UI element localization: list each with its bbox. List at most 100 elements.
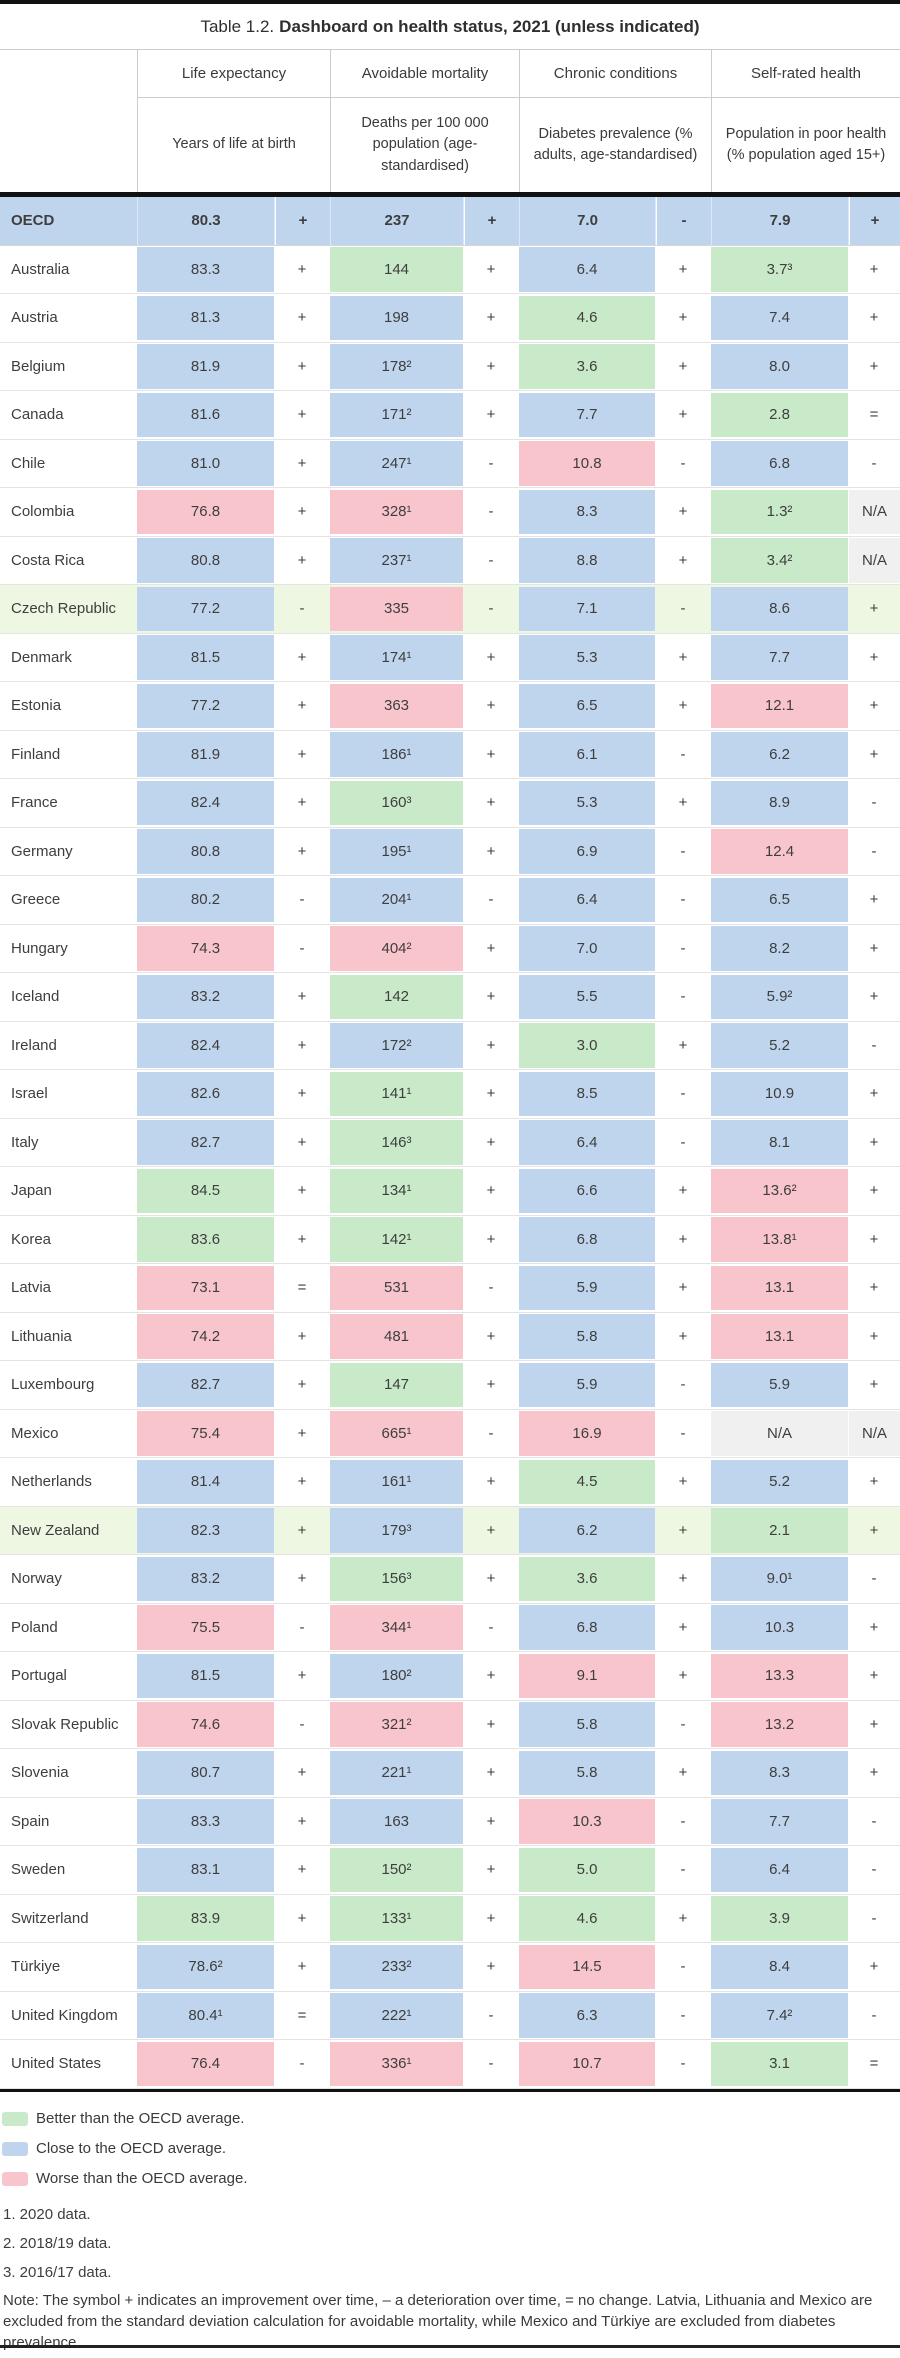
table-row: New Zealand 82.3 +179³ +6.2 +2.1 +: [0, 1506, 900, 1555]
table-row: OECD 80.3 +237 +7.0-7.9 +: [0, 197, 900, 246]
value-cell: 179³: [330, 1507, 463, 1555]
trend-cell: +: [297, 1182, 307, 1200]
trend-cell: =: [297, 2006, 307, 2024]
value-cell: 81.3: [137, 294, 274, 342]
trend-cell: +: [486, 1812, 496, 1830]
country-cell: Greece: [11, 891, 61, 909]
country-cell: Spain: [11, 1812, 50, 1830]
value-cell: 133¹: [330, 1895, 463, 1943]
value-cell: 6.2: [519, 1507, 655, 1555]
table-row: Greece 80.2 - 204¹ - 6.4 - 6.5 +: [0, 876, 900, 925]
trend-cell: +: [869, 1182, 879, 1200]
value-cell: 186¹: [330, 731, 463, 779]
value-cell: 160³: [330, 779, 463, 827]
legend: Better than the OECD average. Close to t…: [0, 2104, 900, 2194]
value-cell: 14.5: [519, 1943, 655, 1991]
country-cell: Australia: [11, 260, 70, 278]
country-cell: Hungary: [11, 939, 68, 957]
value-cell: 80.3: [137, 197, 274, 245]
value-cell: 12.4: [711, 828, 848, 876]
trend-cell: N/A: [848, 1410, 900, 1458]
value-cell: 5.3: [519, 779, 655, 827]
country-cell: Iceland: [11, 988, 60, 1006]
country-cell: Germany: [11, 842, 73, 860]
value-cell: 74.3: [137, 925, 274, 973]
trend-cell: +: [297, 551, 307, 569]
value-cell: 363: [330, 682, 463, 730]
table-title-main: Dashboard on health status, 2021 (unless…: [279, 16, 700, 36]
value-cell: 80.7: [137, 1749, 274, 1797]
trend-cell: -: [488, 454, 494, 472]
trend-cell: N/A: [848, 537, 900, 585]
country-cell: Lithuania: [11, 1327, 72, 1345]
trend-cell: +: [297, 988, 307, 1006]
value-cell: 83.9: [137, 1895, 274, 1943]
value-cell: 80.2: [137, 876, 274, 924]
value-cell: 5.8: [519, 1701, 655, 1749]
value-cell: 328¹: [330, 488, 463, 536]
trend-cell: +: [678, 1230, 688, 1248]
value-cell: 6.3: [519, 1992, 655, 2040]
value-cell: 7.0: [519, 925, 655, 973]
value-cell: 5.8: [519, 1313, 655, 1361]
trend-cell: +: [678, 357, 688, 375]
trend-cell: +: [297, 260, 307, 278]
trend-cell: +: [869, 1764, 879, 1782]
trend-cell: +: [297, 842, 307, 860]
table-row: Mexico 75.4 +665¹ - 16.9 - N/A N/A: [0, 1409, 900, 1458]
trend-cell: +: [297, 1230, 307, 1248]
table-row: Australia 83.3 +144 +6.4 +3.7³ +: [0, 245, 900, 294]
value-cell: 3.1: [711, 2040, 848, 2088]
table-row: Finland 81.9 +186¹ +6.1 - 6.2 +: [0, 730, 900, 779]
value-cell: 5.5: [519, 973, 655, 1021]
trend-cell: +: [869, 988, 879, 1006]
subheader-chronic-conditions: Diabetes prevalence (% adults, age-stand…: [519, 98, 711, 192]
value-cell: 5.8: [519, 1749, 655, 1797]
table-row: Slovenia 80.7 +221¹ +5.8 +8.3 +: [0, 1749, 900, 1798]
value-cell: 84.5: [137, 1167, 274, 1215]
value-cell: 81.9: [137, 731, 274, 779]
value-cell: 5.3: [519, 634, 655, 682]
trend-cell: +: [678, 503, 688, 521]
value-cell: 74.6: [137, 1701, 274, 1749]
value-cell: 76.8: [137, 488, 274, 536]
value-cell: 174¹: [330, 634, 463, 682]
trend-cell: +: [869, 1667, 879, 1685]
value-cell: 75.5: [137, 1604, 274, 1652]
value-cell: 7.1: [519, 585, 655, 633]
value-cell: 161¹: [330, 1458, 463, 1506]
table-bottom-rule: [0, 2088, 900, 2092]
trend-cell: +: [869, 1327, 879, 1345]
trend-cell: N/A: [848, 488, 900, 536]
country-cell: Mexico: [11, 1424, 59, 1442]
value-cell: 10.3: [519, 1798, 655, 1846]
value-cell: 531: [330, 1264, 463, 1312]
value-cell: 10.3: [711, 1604, 848, 1652]
footnote-3: 3. 2016/17 data.: [3, 2263, 112, 2281]
subheader-life-expectancy: Years of life at birth: [137, 98, 330, 192]
country-cell: Ireland: [11, 1036, 57, 1054]
value-cell: 8.4: [711, 1943, 848, 1991]
table-row: Lithuania 74.2 +481 +5.8 +13.1 +: [0, 1312, 900, 1361]
trend-cell: +: [678, 697, 688, 715]
country-cell: Estonia: [11, 697, 62, 715]
trend-cell: +: [486, 1327, 496, 1345]
trend-cell: -: [299, 891, 305, 909]
value-cell: 150²: [330, 1846, 463, 1894]
trend-cell: +: [486, 1764, 496, 1782]
value-cell: N/A: [711, 1410, 848, 1458]
value-cell: 73.1: [137, 1264, 274, 1312]
country-cell: Poland: [11, 1618, 58, 1636]
value-cell: 8.5: [519, 1070, 655, 1118]
country-cell: Finland: [11, 745, 61, 763]
trend-cell: +: [678, 309, 688, 327]
value-cell: 5.9²: [711, 973, 848, 1021]
value-cell: 76.4: [137, 2040, 274, 2088]
value-cell: 237¹: [330, 537, 463, 585]
table-row: Belgium 81.9 +178² +3.6 +8.0 +: [0, 342, 900, 391]
value-cell: 83.3: [137, 246, 274, 294]
trend-cell: -: [871, 842, 877, 860]
trend-cell: +: [678, 1279, 688, 1297]
value-cell: 13.1: [711, 1313, 848, 1361]
value-cell: 8.1: [711, 1119, 848, 1167]
